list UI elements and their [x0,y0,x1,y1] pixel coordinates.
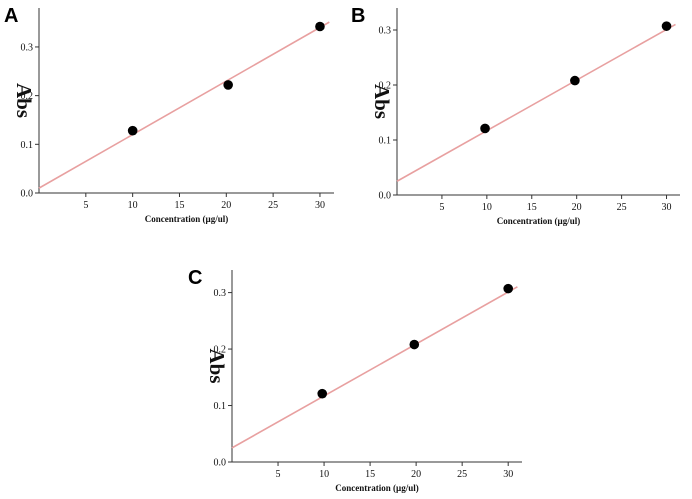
panel-c-fit-line [231,286,518,449]
panel-c-letter: C [188,267,202,289]
panel-a-ytick-label: 0.0 [21,189,34,200]
panel-a: A 5 10 15 20 25 30 0.0 0.1 0.2 0.3 Concentration (µ… [4,5,334,224]
panel-a-ytick-label: 0.3 [21,42,34,53]
panel-b-xtick-label: 10 [482,202,492,213]
panel-c-xtick-label: 10 [319,469,329,480]
panel-c-xtick-label: 5 [276,469,281,480]
panel-b-data-point [661,21,672,31]
panel-b-ytick-label: 0.1 [379,136,392,147]
panel-b-ytick-label: 0.2 [379,81,392,92]
panel-a-ytick-label: 0.2 [21,91,34,102]
panel-a-xtick-label: 10 [128,200,138,211]
panel-a-fit-line [38,21,330,189]
panel-c-x-axis-label: Concentration (µg/ul) [335,483,418,493]
panel-c-xtick-label: 20 [411,469,421,480]
panel-b: B 5 10 15 20 25 30 0.0 0.1 0.2 0.3 Concentration (µ… [351,5,680,226]
panel-b-xtick-label: 25 [617,202,627,213]
panel-a-x-axis-label: Concentration (µg/ul) [145,214,228,224]
panel-b-letter: B [351,5,365,27]
panel-a-xtick-label: 20 [221,200,231,211]
panel-b-xtick-label: 15 [527,202,537,213]
panel-a-data-point [315,21,325,32]
panel-b-xtick-label: 20 [572,202,582,213]
panel-b-xtick-label: 30 [662,202,672,213]
panel-c: C 5 10 15 20 25 30 0.0 0.1 0.2 0.3 Concentration (µ… [188,267,522,493]
panel-c-xtick-label: 15 [365,469,375,480]
panel-a-xtick-label: 5 [83,200,88,211]
panel-c-xtick-label: 30 [503,469,513,480]
panel-c-ytick-label: 0.0 [214,458,227,469]
panel-b-ytick-label: 0.3 [379,26,392,37]
panel-c-xtick-label: 25 [457,469,467,480]
panel-a-xtick-label: 30 [315,200,325,211]
panel-a-y-axis-label: Abs [12,83,36,118]
panel-a-data-point [127,125,138,136]
panel-a-letter: A [4,5,18,27]
panel-b-fit-line [396,23,676,182]
panel-c-ytick-label: 0.2 [214,345,227,356]
panel-b-ytick-label: 0.0 [379,191,392,202]
panel-b-data-point [570,75,580,86]
panel-b-x-axis-label: Concentration (µg/ul) [497,216,580,226]
panel-b-xtick-label: 5 [439,202,444,213]
panel-a-ytick-label: 0.1 [21,140,34,151]
panel-a-xtick-label: 25 [268,200,278,211]
panel-c-data-point [503,283,513,294]
panel-a-data-point [223,80,233,90]
panel-b-y-axis-label: Abs [370,84,394,119]
panel-c-data-point [409,339,420,350]
panel-c-ytick-label: 0.3 [214,288,227,299]
panel-c-ytick-label: 0.1 [214,401,227,412]
panel-b-data-point [480,123,490,134]
panel-a-xtick-label: 15 [174,200,184,211]
panel-c-data-point [317,388,328,399]
panel-c-y-axis-label: Abs [205,348,229,383]
